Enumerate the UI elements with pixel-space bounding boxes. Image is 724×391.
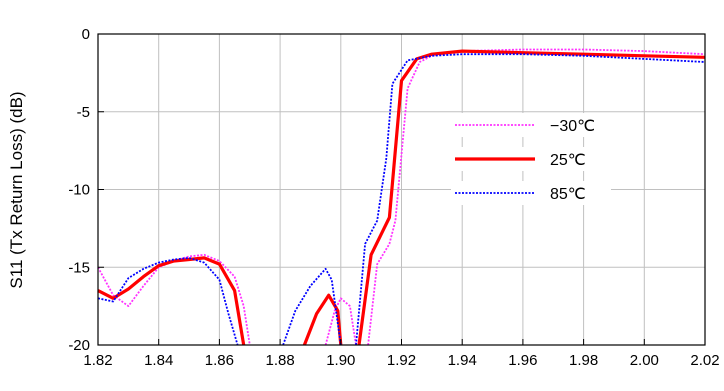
series-line [97, 256, 239, 346]
series-line [97, 256, 246, 346]
legend-label: 85℃ [550, 186, 586, 203]
series-line [367, 48, 706, 346]
x-tick-label: 1.88 [265, 352, 294, 369]
legend: −30℃ 25℃ 85℃ [451, 113, 611, 205]
legend-label: −30℃ [550, 118, 595, 135]
x-tick-label: 1.90 [326, 352, 355, 369]
x-tick-label: 2.00 [630, 352, 659, 369]
axis-ticks: 1.82 1.84 1.86 1.88 1.90 1.92 1.94 1.96 1.98 2.00… [68, 26, 719, 369]
y-tick-label: -15 [68, 259, 90, 276]
series-line [357, 49, 706, 346]
x-tick-label: 1.92 [387, 352, 416, 369]
series-line [355, 53, 706, 346]
x-tick-label: 1.98 [569, 352, 598, 369]
x-tick-label: 1.82 [83, 352, 112, 369]
x-tick-label: 1.84 [144, 352, 173, 369]
y-tick-label: -5 [77, 104, 90, 121]
series-line [302, 293, 343, 346]
x-tick-label: 1.96 [508, 352, 537, 369]
series-layer [97, 48, 706, 346]
y-tick-label: 0 [82, 26, 90, 43]
y-tick-label: -20 [68, 337, 90, 354]
series-line [324, 297, 357, 346]
series-2 [97, 53, 706, 346]
x-tick-label: 2.02 [690, 352, 719, 369]
x-tick-label: 1.94 [448, 352, 477, 369]
legend-label: 25℃ [550, 152, 586, 169]
legend-backdrop [451, 181, 611, 205]
y-axis-label: S11 (Tx Return Loss) (dB) [7, 91, 26, 288]
x-tick-label: 1.86 [205, 352, 234, 369]
y-tick-label: -10 [68, 182, 90, 199]
series-1 [97, 49, 706, 346]
